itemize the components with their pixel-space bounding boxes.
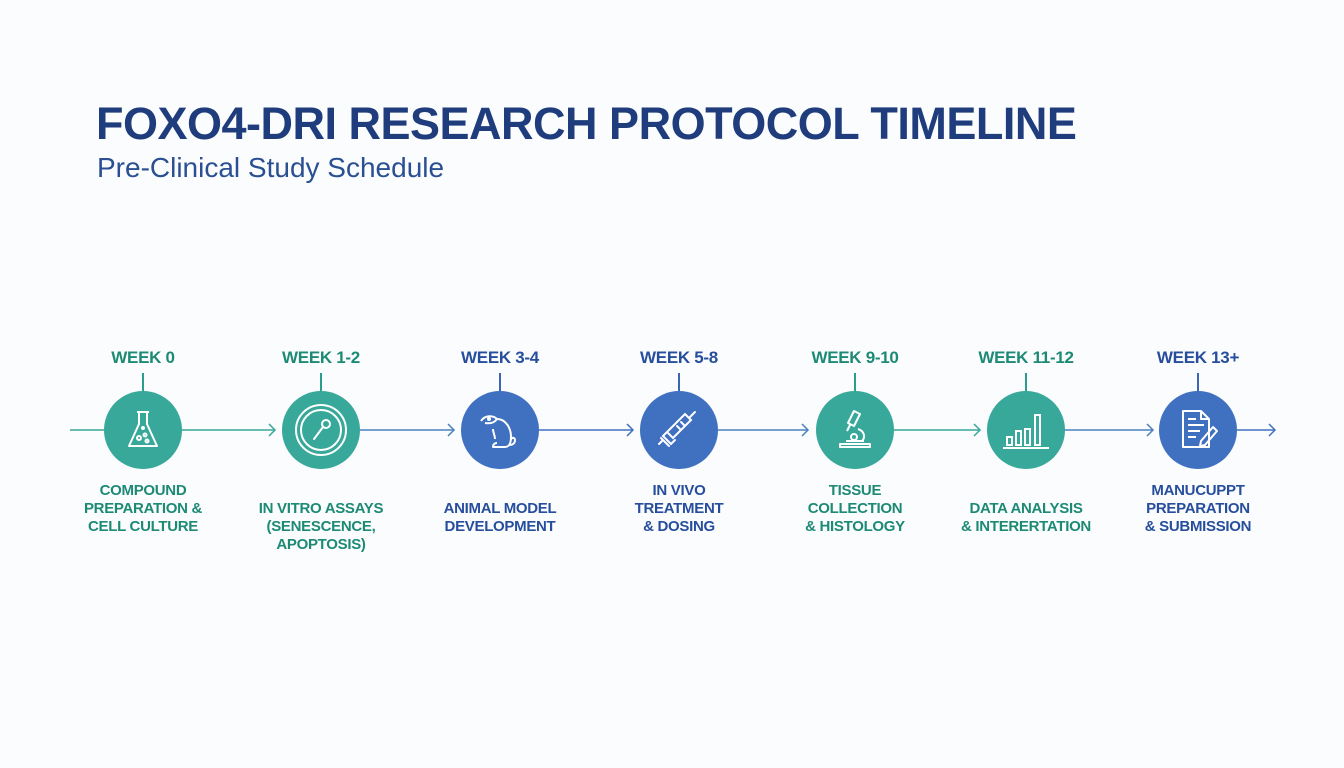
step-label: IN VITRO ASSAYS (SENESCENCE, APOPTOSIS) [221, 500, 421, 554]
step-week: WEEK 1-2 [282, 348, 360, 367]
label-line: ANIMAL MODEL [443, 500, 557, 517]
label-line: APOPTOSIS) [276, 536, 366, 553]
step-tick [1197, 373, 1199, 392]
microscope-icon [839, 410, 871, 448]
bar-chart-icon [1003, 414, 1049, 449]
label-line: TREATMENT [634, 500, 724, 517]
mouse-icon [480, 415, 516, 448]
step-label: DATA ANALYSIS & INTERERTATION [926, 500, 1126, 536]
label-line: (SENESCENCE, [266, 518, 376, 535]
step-tick [1025, 373, 1027, 392]
step-circle [104, 391, 182, 469]
step-week: WEEK 13+ [1156, 348, 1240, 367]
label-line: & DOSING [643, 518, 715, 535]
document-pen-icon [1182, 410, 1218, 448]
step-circle [461, 391, 539, 469]
petri-dish-icon [295, 404, 347, 456]
step-circle [1159, 391, 1237, 469]
step-circle [282, 391, 360, 469]
label-line: COMPOUND [99, 482, 187, 499]
label-line: & SUBMISSION [1144, 518, 1252, 535]
label-line: PREPARATION [1146, 500, 1250, 517]
step-week: WEEK 3-4 [461, 348, 539, 367]
label-line: & INTERERTATION [961, 518, 1091, 535]
step-circle [987, 391, 1065, 469]
page-title: FOXO4-DRI RESEARCH PROTOCOL TIMELINE [96, 98, 1077, 149]
page-subtitle: Pre-Clinical Study Schedule [97, 152, 445, 183]
label-line: DATA ANALYSIS [969, 500, 1083, 517]
step-tick [678, 373, 680, 392]
label-line: IN VITRO ASSAYS [258, 500, 384, 517]
step-tick [854, 373, 856, 392]
label-line: IN VIVO [652, 482, 706, 499]
step-label: COMPOUND PREPARATION & CELL CULTURE [43, 482, 243, 536]
step-week: WEEK 0 [111, 348, 175, 367]
label-line: DEVELOPMENT [444, 518, 556, 535]
label-line: MANUCUPPT [1151, 482, 1245, 499]
step-label: IN VIVO TREATMENT & DOSING [579, 482, 779, 536]
step-label: TISSUE COLLECTION & HISTOLOGY [755, 482, 955, 536]
label-line: & HISTOLOGY [805, 518, 905, 535]
step-week: WEEK 9-10 [811, 348, 899, 367]
step-tick [142, 373, 144, 392]
label-line: TISSUE [828, 482, 882, 499]
label-line: PREPARATION & [83, 500, 203, 517]
step-circle [640, 391, 718, 469]
step-tick [320, 373, 322, 392]
step-label: ANIMAL MODEL DEVELOPMENT [400, 500, 600, 536]
step-week: WEEK 5-8 [640, 348, 718, 367]
step-circle [816, 391, 894, 469]
step-tick [499, 373, 501, 392]
step-label: MANUCUPPT PREPARATION & SUBMISSION [1098, 482, 1298, 536]
label-line: CELL CULTURE [87, 518, 198, 535]
flask-icon [128, 411, 158, 447]
label-line: COLLECTION [807, 500, 903, 517]
syringe-icon [658, 411, 696, 447]
step-week: WEEK 11-12 [978, 348, 1074, 367]
